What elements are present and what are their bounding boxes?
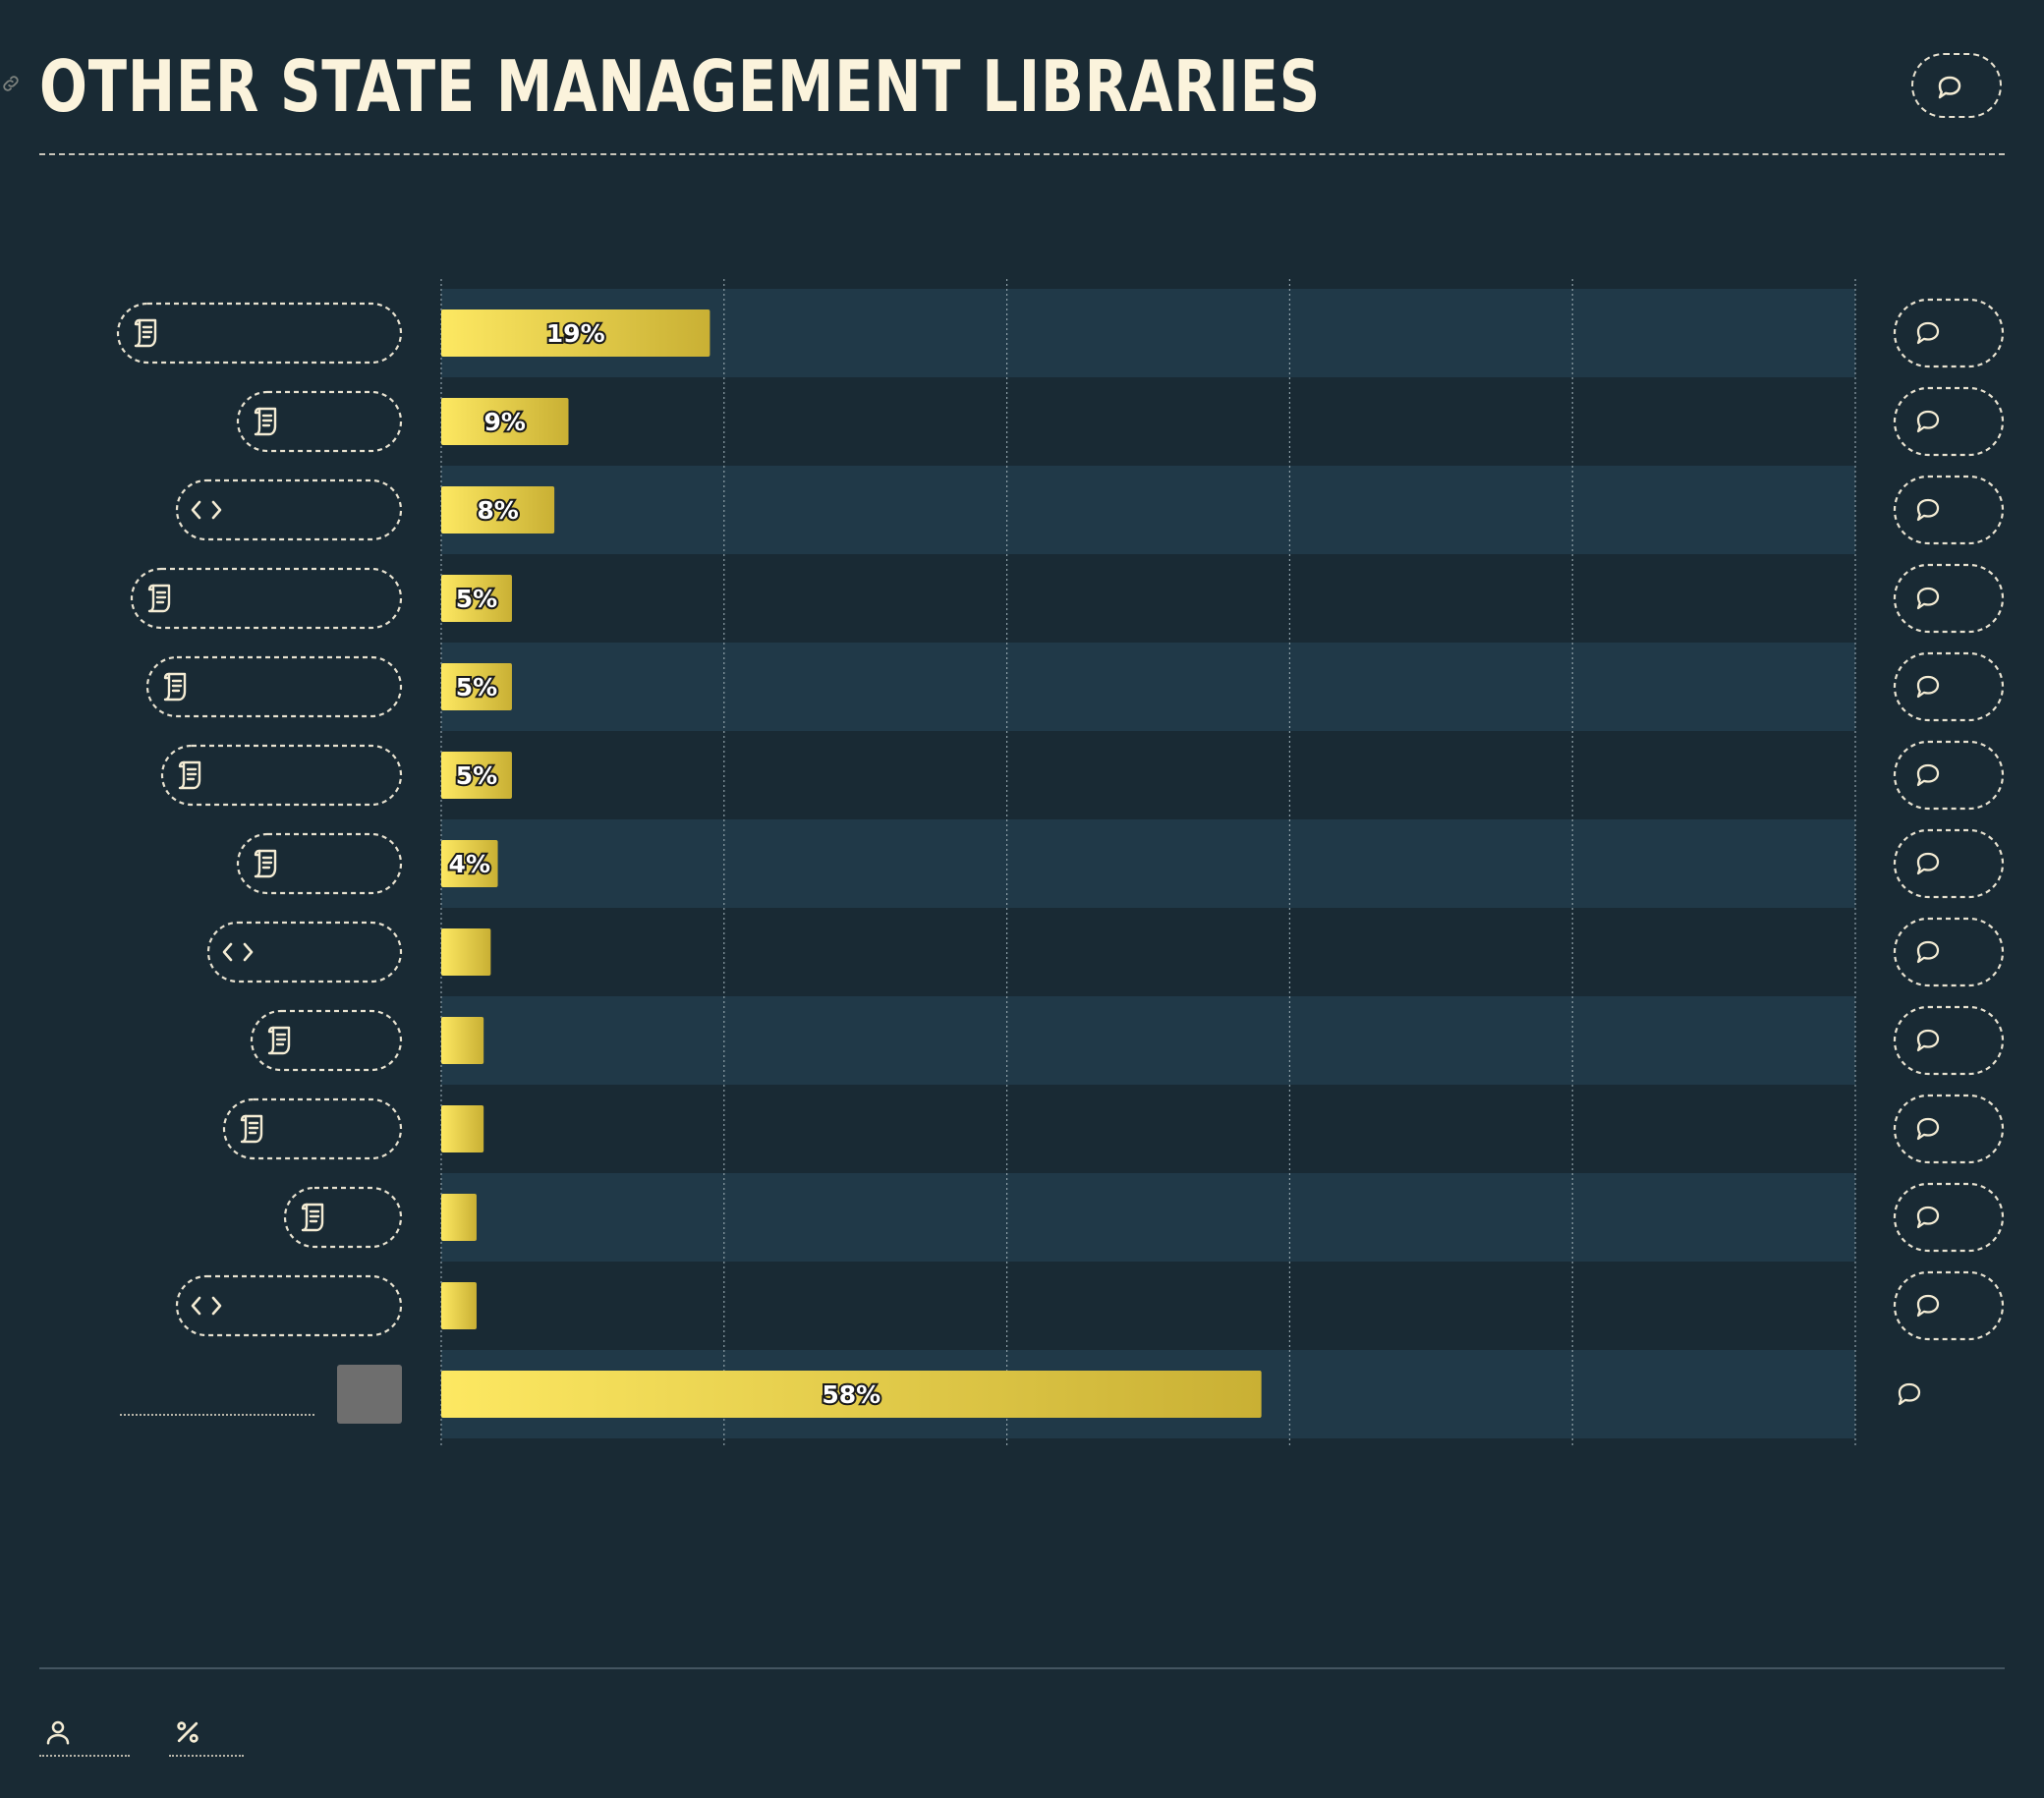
respondents-toggle[interactable] xyxy=(39,1710,130,1757)
row-band xyxy=(441,996,1855,1085)
row-comment-button[interactable] xyxy=(1893,475,2005,545)
bar-value-label: 19% xyxy=(546,319,605,348)
scroll-icon xyxy=(178,760,201,790)
row-comment-button[interactable] xyxy=(1893,740,2005,811)
comment-icon xyxy=(1916,1117,1940,1141)
color-swatch[interactable] xyxy=(337,1365,402,1424)
bar-value-label: 5% xyxy=(456,761,497,790)
bar-value-label: 4% xyxy=(449,850,490,878)
row-comment-button[interactable] xyxy=(1893,386,2005,457)
scroll-icon xyxy=(301,1203,324,1232)
bar[interactable] xyxy=(441,1371,1262,1418)
row-comment-button[interactable] xyxy=(1893,917,2005,987)
bar[interactable] xyxy=(441,1282,477,1329)
bar[interactable] xyxy=(441,752,512,799)
bar[interactable] xyxy=(441,1105,484,1152)
bar[interactable] xyxy=(441,1194,477,1241)
bar-value-label: 9% xyxy=(484,408,526,436)
scroll-icon xyxy=(267,1026,291,1055)
library-label-pill[interactable] xyxy=(236,390,403,453)
comment-icon xyxy=(1916,498,1940,522)
percentage-toggle[interactable] xyxy=(169,1710,244,1757)
code-icon xyxy=(191,500,222,520)
scroll-icon xyxy=(134,318,157,348)
row-comment-button[interactable] xyxy=(1893,1182,2005,1253)
library-label-pill[interactable] xyxy=(206,921,403,983)
page-title: OTHER STATE MANAGEMENT LIBRARIES xyxy=(39,45,1322,128)
scroll-icon xyxy=(163,672,187,702)
row-comment-button[interactable] xyxy=(1893,298,2005,368)
scroll-icon xyxy=(240,1114,263,1144)
comment-icon xyxy=(1916,1294,1940,1318)
header-divider xyxy=(39,153,2005,155)
bar-value-label: 58% xyxy=(822,1380,880,1409)
comment-icon xyxy=(1916,675,1940,699)
comment-icon xyxy=(1916,940,1940,964)
comment-icon xyxy=(1916,852,1940,875)
bar[interactable] xyxy=(441,1017,484,1064)
row-comment-button[interactable] xyxy=(1893,828,2005,899)
row-comment-button[interactable] xyxy=(1893,563,2005,634)
library-label-pill[interactable] xyxy=(236,832,403,895)
row-band xyxy=(441,819,1855,908)
user-icon xyxy=(46,1720,70,1745)
scroll-icon xyxy=(254,407,277,436)
bar[interactable] xyxy=(441,663,512,710)
bar[interactable] xyxy=(441,840,498,887)
row-band xyxy=(441,643,1855,731)
row-band xyxy=(441,1173,1855,1262)
library-label-pill[interactable] xyxy=(145,655,403,718)
comment-icon xyxy=(1898,1382,1921,1406)
scroll-icon xyxy=(147,584,171,613)
comment-icon xyxy=(1916,587,1940,610)
library-label-pill[interactable] xyxy=(116,302,403,365)
comment-icon xyxy=(1916,1206,1940,1229)
library-label-pill[interactable] xyxy=(222,1097,403,1160)
comment-icon xyxy=(1916,1029,1940,1052)
bar-value-label: 8% xyxy=(477,496,518,525)
library-label-pill[interactable] xyxy=(283,1186,403,1249)
bar[interactable] xyxy=(441,398,569,445)
footer-divider xyxy=(39,1667,2005,1669)
row-comment-button[interactable] xyxy=(1893,1270,2005,1341)
link-icon[interactable] xyxy=(0,73,22,94)
library-label-pill[interactable] xyxy=(130,567,403,630)
library-label-pill[interactable] xyxy=(175,478,403,541)
bar-value-label: 5% xyxy=(456,673,497,702)
row-comment-button[interactable] xyxy=(1893,651,2005,722)
library-label-pill[interactable] xyxy=(250,1009,403,1072)
percent-icon xyxy=(177,1721,199,1743)
bar[interactable] xyxy=(441,309,710,357)
bar[interactable] xyxy=(441,575,512,622)
comment-icon xyxy=(1916,410,1940,433)
scroll-icon xyxy=(254,849,277,878)
code-icon xyxy=(191,1296,222,1316)
row-comment-button[interactable] xyxy=(1893,1005,2005,1076)
code-icon xyxy=(222,942,254,962)
row-comment-button[interactable] xyxy=(1893,1094,2005,1164)
library-label-pill[interactable] xyxy=(160,744,403,807)
library-label-pill[interactable] xyxy=(175,1274,403,1337)
bar[interactable] xyxy=(441,928,491,976)
row-band xyxy=(441,466,1855,554)
bar-value-label: 5% xyxy=(456,585,497,613)
comment-icon xyxy=(1938,76,1961,99)
bar[interactable] xyxy=(441,486,555,534)
comment-icon xyxy=(1916,763,1940,787)
header-comment-button[interactable] xyxy=(1911,53,2002,118)
comment-icon xyxy=(1916,321,1940,345)
